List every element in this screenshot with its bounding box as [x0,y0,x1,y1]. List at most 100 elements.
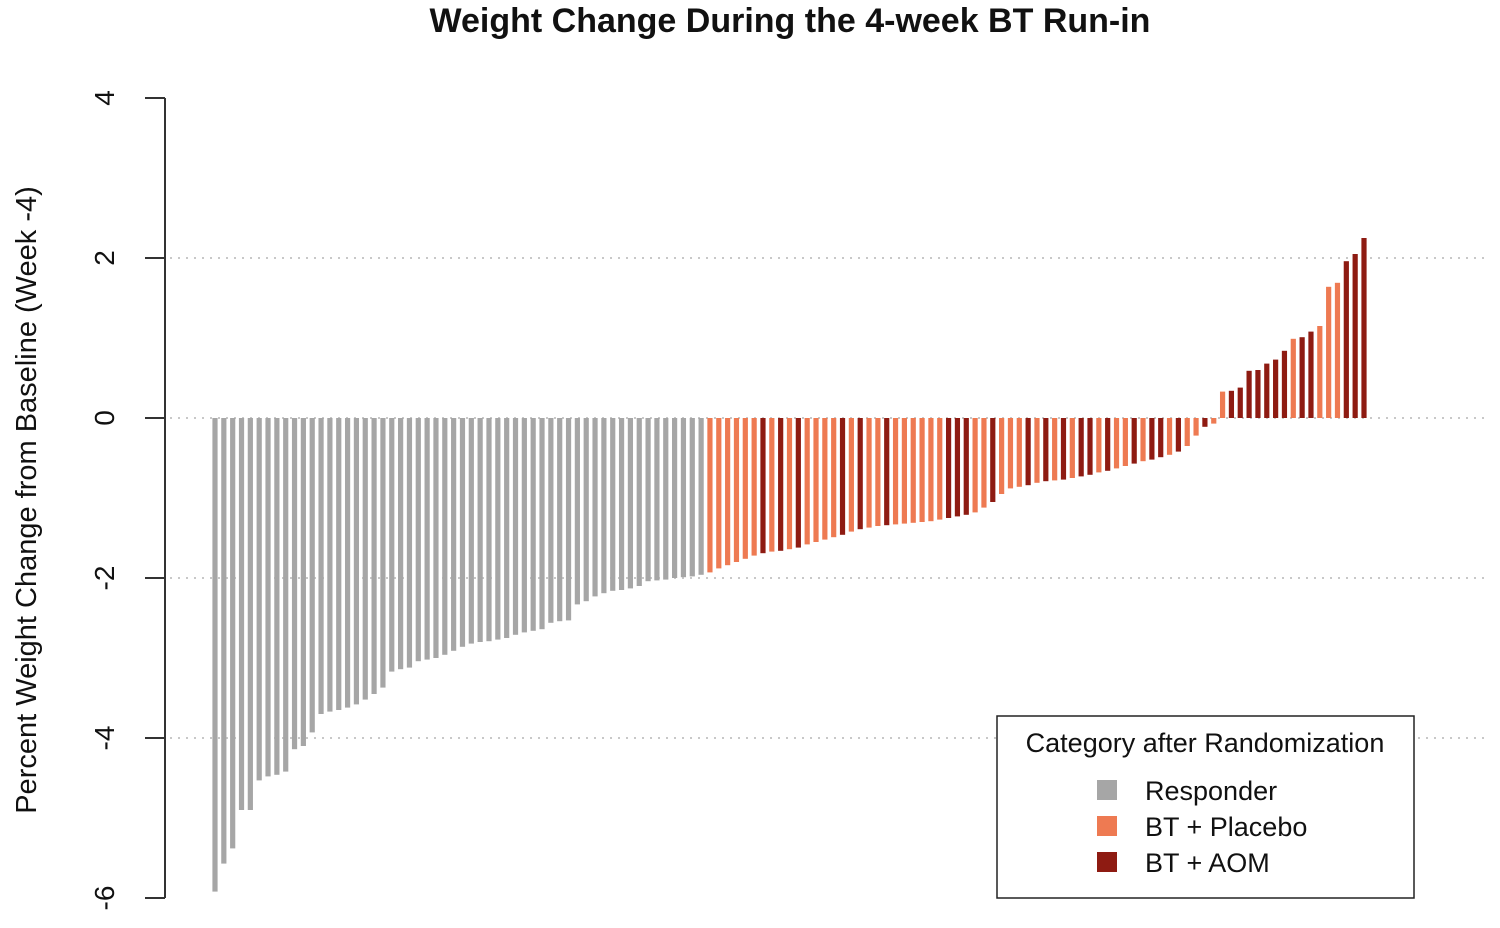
bar [230,418,236,849]
y-tick-label: -2 [89,566,120,591]
bar [1219,391,1226,418]
bar [857,418,863,530]
bar [1255,370,1261,418]
bar [247,418,253,810]
bar [601,418,607,594]
bar [866,418,872,528]
bar [1016,418,1022,487]
bar [530,418,536,631]
bar [831,418,837,538]
bar [1290,338,1296,418]
bar [1299,337,1305,418]
bar [822,418,828,540]
bar [1149,418,1155,460]
y-tick-label: -6 [89,886,120,911]
bar [680,418,687,578]
bar [477,418,483,642]
bar [1334,282,1341,418]
bar [618,418,625,590]
bar [1158,418,1164,458]
legend-label-responder: Responder [1145,776,1277,806]
bar [468,418,474,644]
bar [1273,359,1279,418]
bar [265,418,271,777]
bar [627,418,634,589]
legend-box [996,715,1415,899]
bar [283,418,289,772]
bar [256,418,262,781]
bar [424,418,430,660]
bar [1326,286,1332,418]
bar [795,418,801,548]
bar [716,418,722,569]
bar [725,418,731,566]
bar [1264,363,1270,418]
bar [504,418,510,638]
bar [751,418,757,556]
grid-lines [170,257,1490,739]
bar [663,418,669,580]
bar [892,418,899,525]
bar [1166,418,1173,455]
bar [884,418,890,526]
bar [804,418,810,545]
bar [274,418,280,775]
bar [937,418,943,520]
bar [910,418,916,523]
legend-label-bt-aom: BT + AOM [1145,848,1270,878]
bar [875,418,881,526]
bar [1184,418,1190,446]
chart-title: Weight Change During the 4-week BT Run-i… [430,2,1151,40]
bar [398,418,404,670]
bar [1228,390,1235,418]
bar [583,418,589,602]
bar [742,418,748,559]
bar [769,418,775,552]
bar [238,418,245,810]
bar [442,418,448,655]
bar [362,418,368,700]
bar [610,418,616,591]
bar [1246,370,1252,418]
bar [459,418,466,647]
bar [565,418,572,621]
bar [406,418,413,668]
bar [1078,418,1084,477]
bar [1034,418,1040,483]
bar [1281,350,1288,418]
legend-swatch-bt-aom [1097,852,1117,872]
bar [707,418,713,573]
bar [291,418,298,750]
bar [327,418,333,712]
bar [928,418,934,522]
bar [1175,418,1181,452]
bar [521,418,527,633]
bar [451,418,457,651]
bar [309,418,315,733]
bar [778,418,784,551]
bar [574,418,580,605]
bar [344,418,351,708]
y-tick-label: 4 [89,90,120,106]
bar [212,418,218,892]
bar [1140,418,1146,462]
y-tick-label: -4 [89,726,120,751]
bar [1060,418,1067,480]
bars [212,238,1367,892]
bar [371,418,377,694]
bar [1317,326,1323,418]
bar [512,418,519,635]
bar [963,418,969,515]
bar [760,418,766,554]
legend-label-bt-placebo: BT + Placebo [1145,812,1307,842]
bar [901,418,907,524]
bar [1352,254,1358,418]
bar [945,418,952,518]
bar [954,418,961,517]
bar [786,418,793,550]
bar [1131,418,1137,464]
bar [1361,238,1367,418]
bar [336,418,342,710]
bar [592,418,598,597]
